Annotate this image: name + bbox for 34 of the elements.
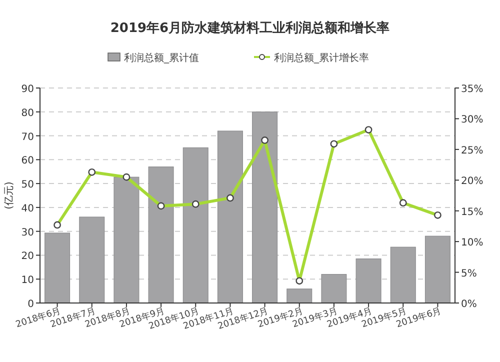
y2-tick-label: 0%	[461, 299, 477, 310]
y2-tick-label: 10%	[461, 238, 484, 249]
y2-tick-label: 5%	[461, 268, 477, 280]
y-tick-label: 60	[21, 156, 34, 167]
y2-tick-label: 15%	[461, 206, 484, 218]
bar	[44, 232, 70, 304]
bar	[79, 216, 105, 304]
y-tick-label: 10	[21, 275, 34, 286]
y2-tick-label: 20%	[461, 176, 484, 188]
y2-tick-label: 25%	[461, 145, 484, 156]
bar	[390, 246, 416, 304]
y-tick-label: 30	[21, 227, 34, 238]
chart-title: 2019年6月防水建筑材料工业利润总额和增长率	[110, 20, 390, 36]
bar	[321, 274, 347, 304]
y-tick-label: 90	[21, 84, 34, 95]
legend-label: 利润总额_累计增长率	[274, 52, 369, 64]
y-tick-label: 70	[21, 132, 34, 143]
bar	[182, 147, 208, 304]
bar	[148, 166, 174, 304]
y-tick-label: 80	[21, 108, 34, 119]
legend-label: 利润总额_累计值	[124, 52, 199, 64]
bar	[424, 236, 450, 304]
bar	[114, 176, 140, 304]
y2-tick-label: 35%	[461, 84, 484, 95]
y-tick-label: 20	[21, 251, 34, 262]
bar	[356, 258, 382, 304]
y-axis-title: (亿元)	[4, 182, 15, 210]
y2-tick-label: 30%	[461, 114, 484, 126]
bar	[286, 288, 312, 304]
bar	[252, 112, 278, 304]
y-tick-label: 40	[21, 203, 34, 214]
y-tick-label: 0	[28, 299, 34, 310]
y-tick-label: 50	[21, 180, 34, 191]
bar	[217, 130, 243, 304]
